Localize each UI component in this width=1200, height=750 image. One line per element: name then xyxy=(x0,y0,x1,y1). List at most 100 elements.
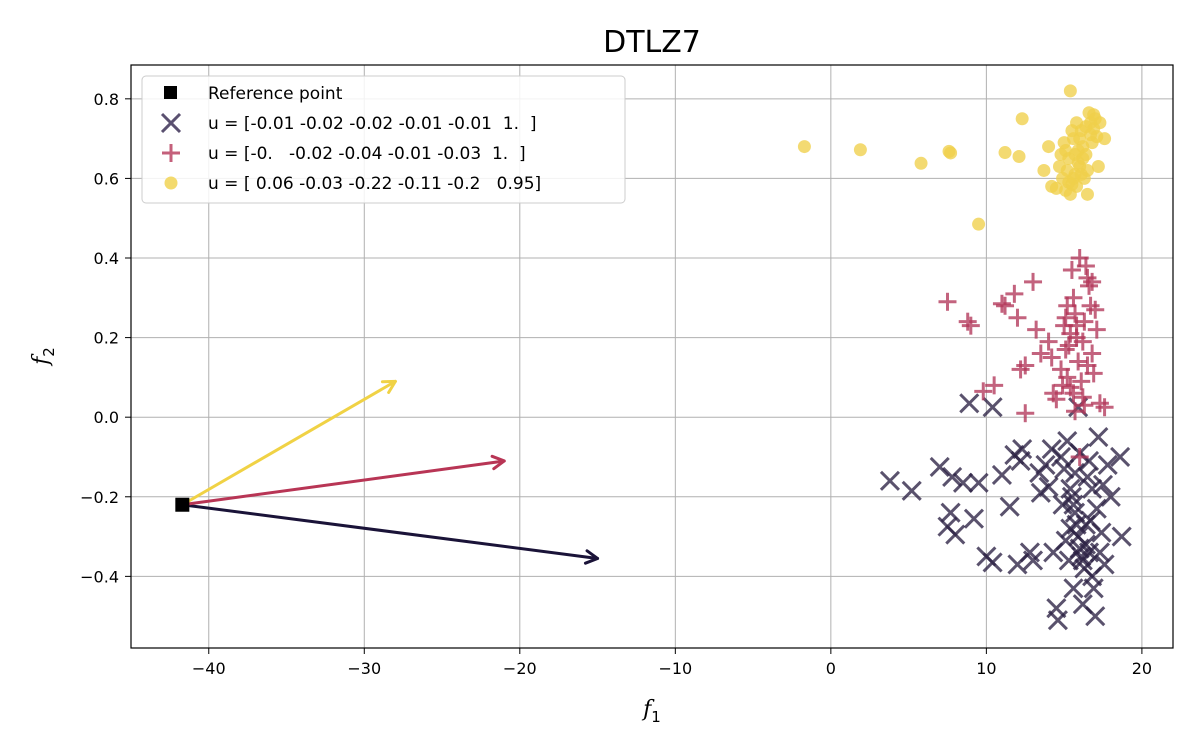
data-point-stroke xyxy=(1052,494,1073,515)
data-point-stroke xyxy=(1082,478,1103,499)
data-point xyxy=(1089,542,1110,563)
data-point xyxy=(1083,344,1102,363)
data-point xyxy=(961,316,980,335)
data-point xyxy=(1073,132,1087,146)
direction-arrowhead-2 xyxy=(490,454,506,471)
data-point-stroke xyxy=(1054,458,1075,479)
data-point xyxy=(1060,478,1081,499)
data-point-stroke xyxy=(1055,530,1076,551)
data-point xyxy=(1091,522,1112,543)
data-point xyxy=(1080,187,1094,201)
data-point xyxy=(1027,320,1046,339)
data-point-stroke xyxy=(968,472,989,493)
data-point xyxy=(1058,296,1077,315)
data-point xyxy=(1047,610,1068,631)
data-point xyxy=(879,470,901,491)
data-point-stroke xyxy=(982,397,1003,418)
data-point-stroke xyxy=(1058,550,1079,571)
data-point-stroke xyxy=(1064,462,1086,483)
x-tick-label: −10 xyxy=(658,659,692,678)
data-point xyxy=(1035,454,1056,476)
x-tick-label: −30 xyxy=(347,659,381,678)
data-point xyxy=(982,397,1003,418)
legend-label-1: u = [-0.01 -0.02 -0.02 -0.01 -0.01 1. ] xyxy=(208,114,536,134)
data-point xyxy=(1072,594,1093,615)
data-point xyxy=(938,292,957,311)
data-point xyxy=(1012,150,1026,164)
legend-marker-3 xyxy=(164,176,178,190)
data-point-stroke xyxy=(1057,431,1078,452)
series-2 xyxy=(938,249,1114,466)
data-point xyxy=(1077,466,1098,487)
data-point xyxy=(1042,348,1061,367)
data-point xyxy=(1016,356,1035,375)
data-point xyxy=(999,496,1020,517)
data-point xyxy=(968,472,989,493)
plot-frame xyxy=(130,64,1174,649)
data-point xyxy=(1063,84,1077,98)
data-point xyxy=(1010,450,1031,472)
y-tick-label: 0.8 xyxy=(94,90,119,109)
data-point xyxy=(1075,396,1094,415)
data-point xyxy=(942,466,963,487)
data-point-stroke xyxy=(959,393,980,414)
y-axis-label-sub: 2 xyxy=(40,347,58,357)
data-point xyxy=(1053,376,1072,395)
data-point xyxy=(996,296,1015,315)
data-point xyxy=(998,146,1012,160)
data-point xyxy=(1039,332,1058,351)
data-point-stroke xyxy=(1063,578,1084,599)
data-point-stroke xyxy=(1072,594,1093,615)
data-point xyxy=(958,312,977,331)
data-point-stroke xyxy=(1060,478,1081,499)
data-point xyxy=(1072,372,1091,391)
y-tick-label: 0.6 xyxy=(94,169,119,188)
direction-arrow-3 xyxy=(180,379,397,507)
data-point xyxy=(1056,308,1075,327)
data-point-stroke xyxy=(1092,474,1114,495)
data-point xyxy=(1064,462,1086,483)
data-point-stroke xyxy=(942,466,963,487)
data-point xyxy=(1060,518,1081,539)
y-tick-label: 0.2 xyxy=(94,329,119,348)
data-point-stroke xyxy=(1075,514,1096,535)
data-point xyxy=(1041,438,1062,460)
data-point xyxy=(974,382,993,401)
x-axis-label-sub: 1 xyxy=(651,708,661,726)
data-point-stroke xyxy=(1047,610,1068,631)
data-point xyxy=(959,393,980,414)
legend-marker-1 xyxy=(160,112,182,134)
data-point xyxy=(1062,175,1076,189)
data-point xyxy=(1059,336,1078,355)
data-point-stroke xyxy=(1100,486,1121,507)
data-point xyxy=(1083,272,1102,291)
data-point xyxy=(1066,304,1085,323)
data-point xyxy=(1087,320,1106,339)
data-point xyxy=(1095,398,1114,417)
data-point xyxy=(1064,384,1083,403)
data-point xyxy=(1055,530,1076,551)
legend: Reference point u = [-0.01 -0.02 -0.02 -… xyxy=(141,75,626,204)
data-point xyxy=(1042,140,1056,154)
data-point xyxy=(1111,526,1132,547)
x-tick-label: −40 xyxy=(192,659,226,678)
data-point xyxy=(944,146,958,160)
legend-items: u = [-0.01 -0.02 -0.02 -0.01 -0.01 1. ] u… xyxy=(160,112,541,194)
x-tick-label: 20 xyxy=(1132,659,1152,678)
data-point xyxy=(963,508,984,529)
data-point xyxy=(1091,159,1105,173)
data-point xyxy=(853,143,867,157)
direction-arrow-2 xyxy=(180,459,506,507)
data-point xyxy=(1062,260,1081,279)
legend-box xyxy=(141,75,626,204)
data-point xyxy=(1069,352,1088,371)
legend-label-3: u = [ 0.06 -0.03 -0.22 -0.11 -0.2 0.95] xyxy=(208,174,541,194)
data-point xyxy=(1063,578,1084,599)
data-point-stroke xyxy=(940,502,961,523)
data-point xyxy=(1067,316,1086,335)
data-point xyxy=(972,217,986,231)
data-point xyxy=(1100,486,1121,507)
data-point xyxy=(945,524,966,545)
data-point-stroke xyxy=(1030,482,1051,503)
data-point xyxy=(1076,256,1095,275)
